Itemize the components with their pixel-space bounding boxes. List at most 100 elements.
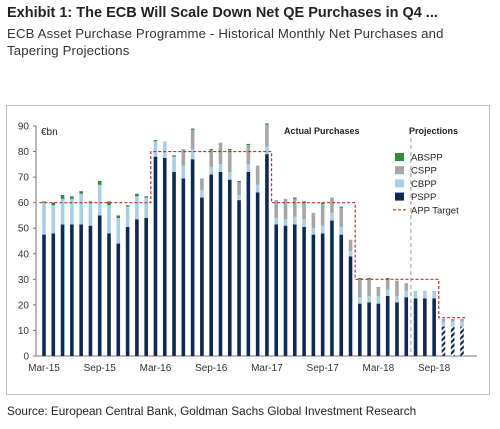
- bar-segment-cbpp: [172, 156, 176, 172]
- bar-segment-cbpp: [246, 164, 251, 172]
- bar-segment-abspp: [237, 180, 241, 183]
- bar-segment-pspp: [311, 234, 316, 356]
- bar-segment-pspp: [209, 174, 213, 356]
- bar-segment-cspp: [358, 279, 362, 298]
- bar-segment-cbpp: [181, 165, 186, 179]
- bar-segment-cbpp: [404, 290, 409, 298]
- legend-label: APP Target: [411, 205, 459, 216]
- bar-segment-pspp: [339, 234, 344, 356]
- bar-segment-pspp: [88, 225, 93, 356]
- bar-segment-pspp: [237, 200, 241, 356]
- x-axis: Mar-15 Sep-15 Mar-16 Sep-16 Mar-17 Sep-17 Mar-…: [28, 355, 477, 374]
- bar-segment-pspp: [450, 326, 455, 356]
- bar-segment-pspp: [293, 224, 297, 356]
- bar-segment-pspp: [320, 233, 325, 356]
- bar-segment-pspp: [153, 156, 158, 356]
- bar-segment-abspp: [227, 149, 232, 151]
- bar-segment-cbpp: [97, 184, 102, 216]
- bar-segment-cbpp: [460, 321, 464, 327]
- legend-swatch-pspp: [395, 192, 404, 201]
- bar-segment-cbpp: [60, 198, 65, 225]
- bar-segment-cbpp: [395, 295, 399, 303]
- bar-segment-abspp: [265, 123, 269, 125]
- app-target-line: [39, 150, 467, 319]
- bar-segment-cbpp: [190, 149, 195, 160]
- bar-segment-cspp: [283, 198, 288, 220]
- bar-segment-cspp: [460, 318, 464, 322]
- bar-segment-abspp: [107, 201, 111, 206]
- bar-segment-pspp: [413, 298, 418, 356]
- bar-segment-cspp: [181, 149, 186, 166]
- bar-segment-cbpp: [283, 219, 288, 226]
- legend-label: CSPP: [411, 166, 437, 177]
- bar-segment-cbpp: [358, 297, 362, 304]
- bar-segment-pspp: [227, 179, 232, 356]
- bar-segment-cspp: [265, 124, 269, 147]
- bar-segment-pspp: [283, 225, 288, 356]
- bar-segment-cbpp: [200, 189, 204, 198]
- bar-segment-cbpp: [441, 321, 446, 327]
- bar-segment-cbpp: [339, 226, 344, 235]
- y-tick-label: 80: [18, 147, 30, 158]
- bar-segment-pspp: [218, 172, 223, 356]
- bar-segment-cspp: [404, 283, 409, 291]
- bar-segment-pspp: [265, 154, 269, 356]
- bar-segment-pspp: [246, 172, 251, 356]
- x-tick-label: Sep-15: [84, 363, 117, 374]
- x-tick-label: Sep-17: [307, 363, 340, 374]
- bar-segment-cspp: [302, 202, 306, 220]
- bar-segment-cspp: [395, 280, 399, 296]
- bar-segment-pspp: [385, 295, 390, 356]
- bar-segment-abspp: [60, 195, 65, 199]
- bar-segment-pspp: [367, 302, 371, 356]
- bar-segment-abspp: [190, 128, 195, 130]
- bar-segment-pspp: [79, 224, 83, 356]
- bar-segment-pspp: [125, 226, 130, 356]
- y-axis: 0 10 20 30 40 50 60 70 80 90: [18, 122, 37, 363]
- bar-segment-cspp: [311, 212, 316, 229]
- y-tick-label: 50: [18, 224, 30, 235]
- bar-segment-pspp: [302, 226, 306, 356]
- bar-segment-pspp: [116, 243, 121, 356]
- bar-segment-cbpp: [107, 205, 111, 234]
- y-tick-label: 20: [18, 300, 30, 311]
- bar-segment-abspp: [125, 205, 130, 207]
- legend-swatch-cbpp: [395, 179, 404, 188]
- bar-segment-pspp: [255, 192, 260, 356]
- bar-segment-cbpp: [255, 184, 260, 193]
- exhibit-subtitle: ECB Asset Purchase Programme - Historica…: [7, 26, 444, 58]
- y-tick-label: 0: [23, 352, 29, 363]
- bar-segment-cbpp: [237, 195, 241, 201]
- bar-segment-abspp: [358, 278, 362, 280]
- bar-segment-cspp: [330, 197, 334, 213]
- y-axis-unit-label: €bn: [41, 127, 58, 138]
- bar-segment-cbpp: [274, 218, 279, 225]
- bar-segment-cbpp: [116, 218, 121, 244]
- x-tick-label: Sep-16: [195, 363, 228, 374]
- legend: ABSPP CSPP CBPP PSPP APP Target: [393, 153, 459, 216]
- bar-segment-pspp: [348, 256, 353, 356]
- bar-segment-pspp: [274, 224, 279, 356]
- bar-segment-abspp: [302, 201, 306, 203]
- bar-segment-pspp: [107, 233, 111, 356]
- bar-segment-pspp: [358, 303, 362, 356]
- bar-segment-cbpp: [320, 225, 325, 234]
- x-tick-label: Sep-18: [418, 363, 451, 374]
- bar-segment-cbpp: [42, 202, 46, 235]
- bar-segment-pspp: [51, 233, 56, 356]
- legend-label: CBPP: [411, 179, 437, 190]
- bar-segment-abspp: [88, 201, 93, 203]
- bar-segment-abspp: [97, 180, 102, 185]
- bar-segment-cbpp: [367, 295, 371, 303]
- bar-segment-pspp: [432, 298, 436, 356]
- bar-segment-cbpp: [70, 198, 74, 225]
- chart-frame: 0 10 20 30 40 50 60 70 80 90 Mar-15 Sep-15 Mar-16 Se…: [6, 105, 490, 395]
- exhibit-title: Exhibit 1: The ECB Will Scale Down Net Q…: [7, 5, 438, 21]
- bar-segment-cspp: [450, 318, 455, 322]
- bar-segment-cbpp: [348, 251, 353, 257]
- bar-segment-cbpp: [385, 289, 390, 296]
- bar-segment-cspp: [293, 198, 297, 217]
- bar-segment-cbpp: [376, 295, 381, 304]
- projections-label: Projections: [409, 126, 458, 136]
- bar-segment-cbpp: [88, 202, 93, 226]
